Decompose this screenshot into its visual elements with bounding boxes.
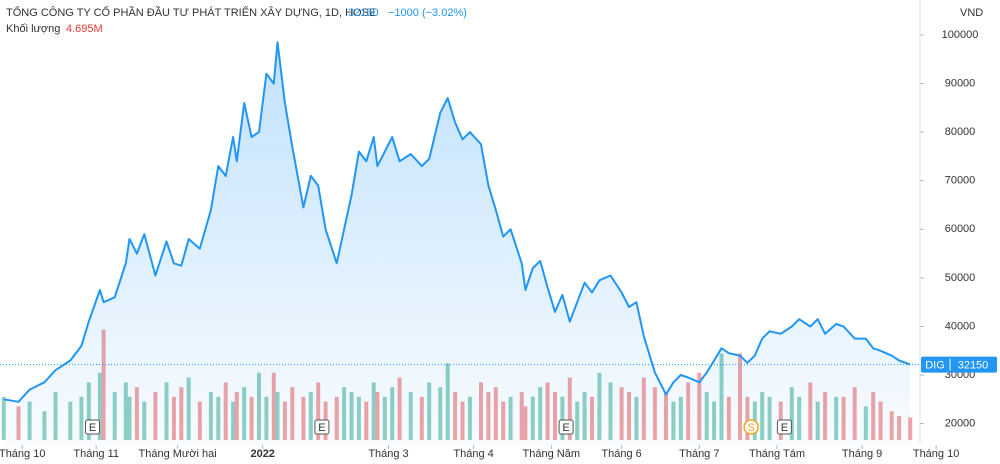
chart-title: TỔNG CÔNG TY CỔ PHẦN ĐẦU TƯ PHÁT TRIỂN X… <box>6 6 376 19</box>
x-tick-label: Tháng 9 <box>842 448 882 460</box>
event-marker <box>85 419 100 435</box>
y-tick-label: 40000 <box>945 320 976 332</box>
x-tick-label: Tháng 4 <box>453 448 493 460</box>
x-tick-label: Tháng 10 <box>0 448 45 460</box>
line <box>3 41 911 403</box>
event-marker <box>558 419 574 435</box>
x-tick-label: Tháng 10 <box>913 448 959 460</box>
y-tick-label: 20000 <box>945 418 976 430</box>
event-label: S <box>747 422 754 434</box>
volume-title: Khối lượng <box>6 23 60 35</box>
x-tick-label: Tháng Mười hai <box>139 448 217 460</box>
y-tick-label: 70000 <box>945 175 976 187</box>
x-tick-label: Tháng Tám <box>749 448 805 460</box>
price-tag-name: DIG <box>925 360 945 372</box>
x-tick-label: Tháng 11 <box>73 448 119 460</box>
event-marker <box>776 419 792 435</box>
volume-bar <box>1 396 6 440</box>
x-tick-label: Tháng 6 <box>601 448 641 460</box>
x-tick-label: Tháng Năm <box>523 448 580 460</box>
price-tag <box>921 356 997 373</box>
price-change: −1000 (−3.02%) <box>388 7 467 19</box>
event-label: E <box>562 422 569 434</box>
area <box>3 42 911 446</box>
volume-value: 4.695M <box>66 23 103 35</box>
event-label: E <box>89 422 96 434</box>
y-axis-label: VND <box>960 7 983 19</box>
x-tick-label: Tháng 7 <box>679 448 719 460</box>
x-tick-label: Tháng 3 <box>368 448 408 460</box>
last-price: 32150 <box>348 7 379 19</box>
y-tick-label: 90000 <box>945 77 976 89</box>
y-tick-label: 100000 <box>942 29 979 41</box>
event-label: E <box>781 422 788 434</box>
price-tag-value: 32150 <box>958 360 989 372</box>
x-tick-label: 2022 <box>250 448 274 460</box>
y-tick-label: 60000 <box>945 223 976 235</box>
y-tick-label: 50000 <box>945 272 976 284</box>
event-marker <box>743 419 759 435</box>
event-label: E <box>318 422 325 434</box>
event-marker <box>314 419 330 435</box>
y-tick-label: 80000 <box>945 126 976 138</box>
